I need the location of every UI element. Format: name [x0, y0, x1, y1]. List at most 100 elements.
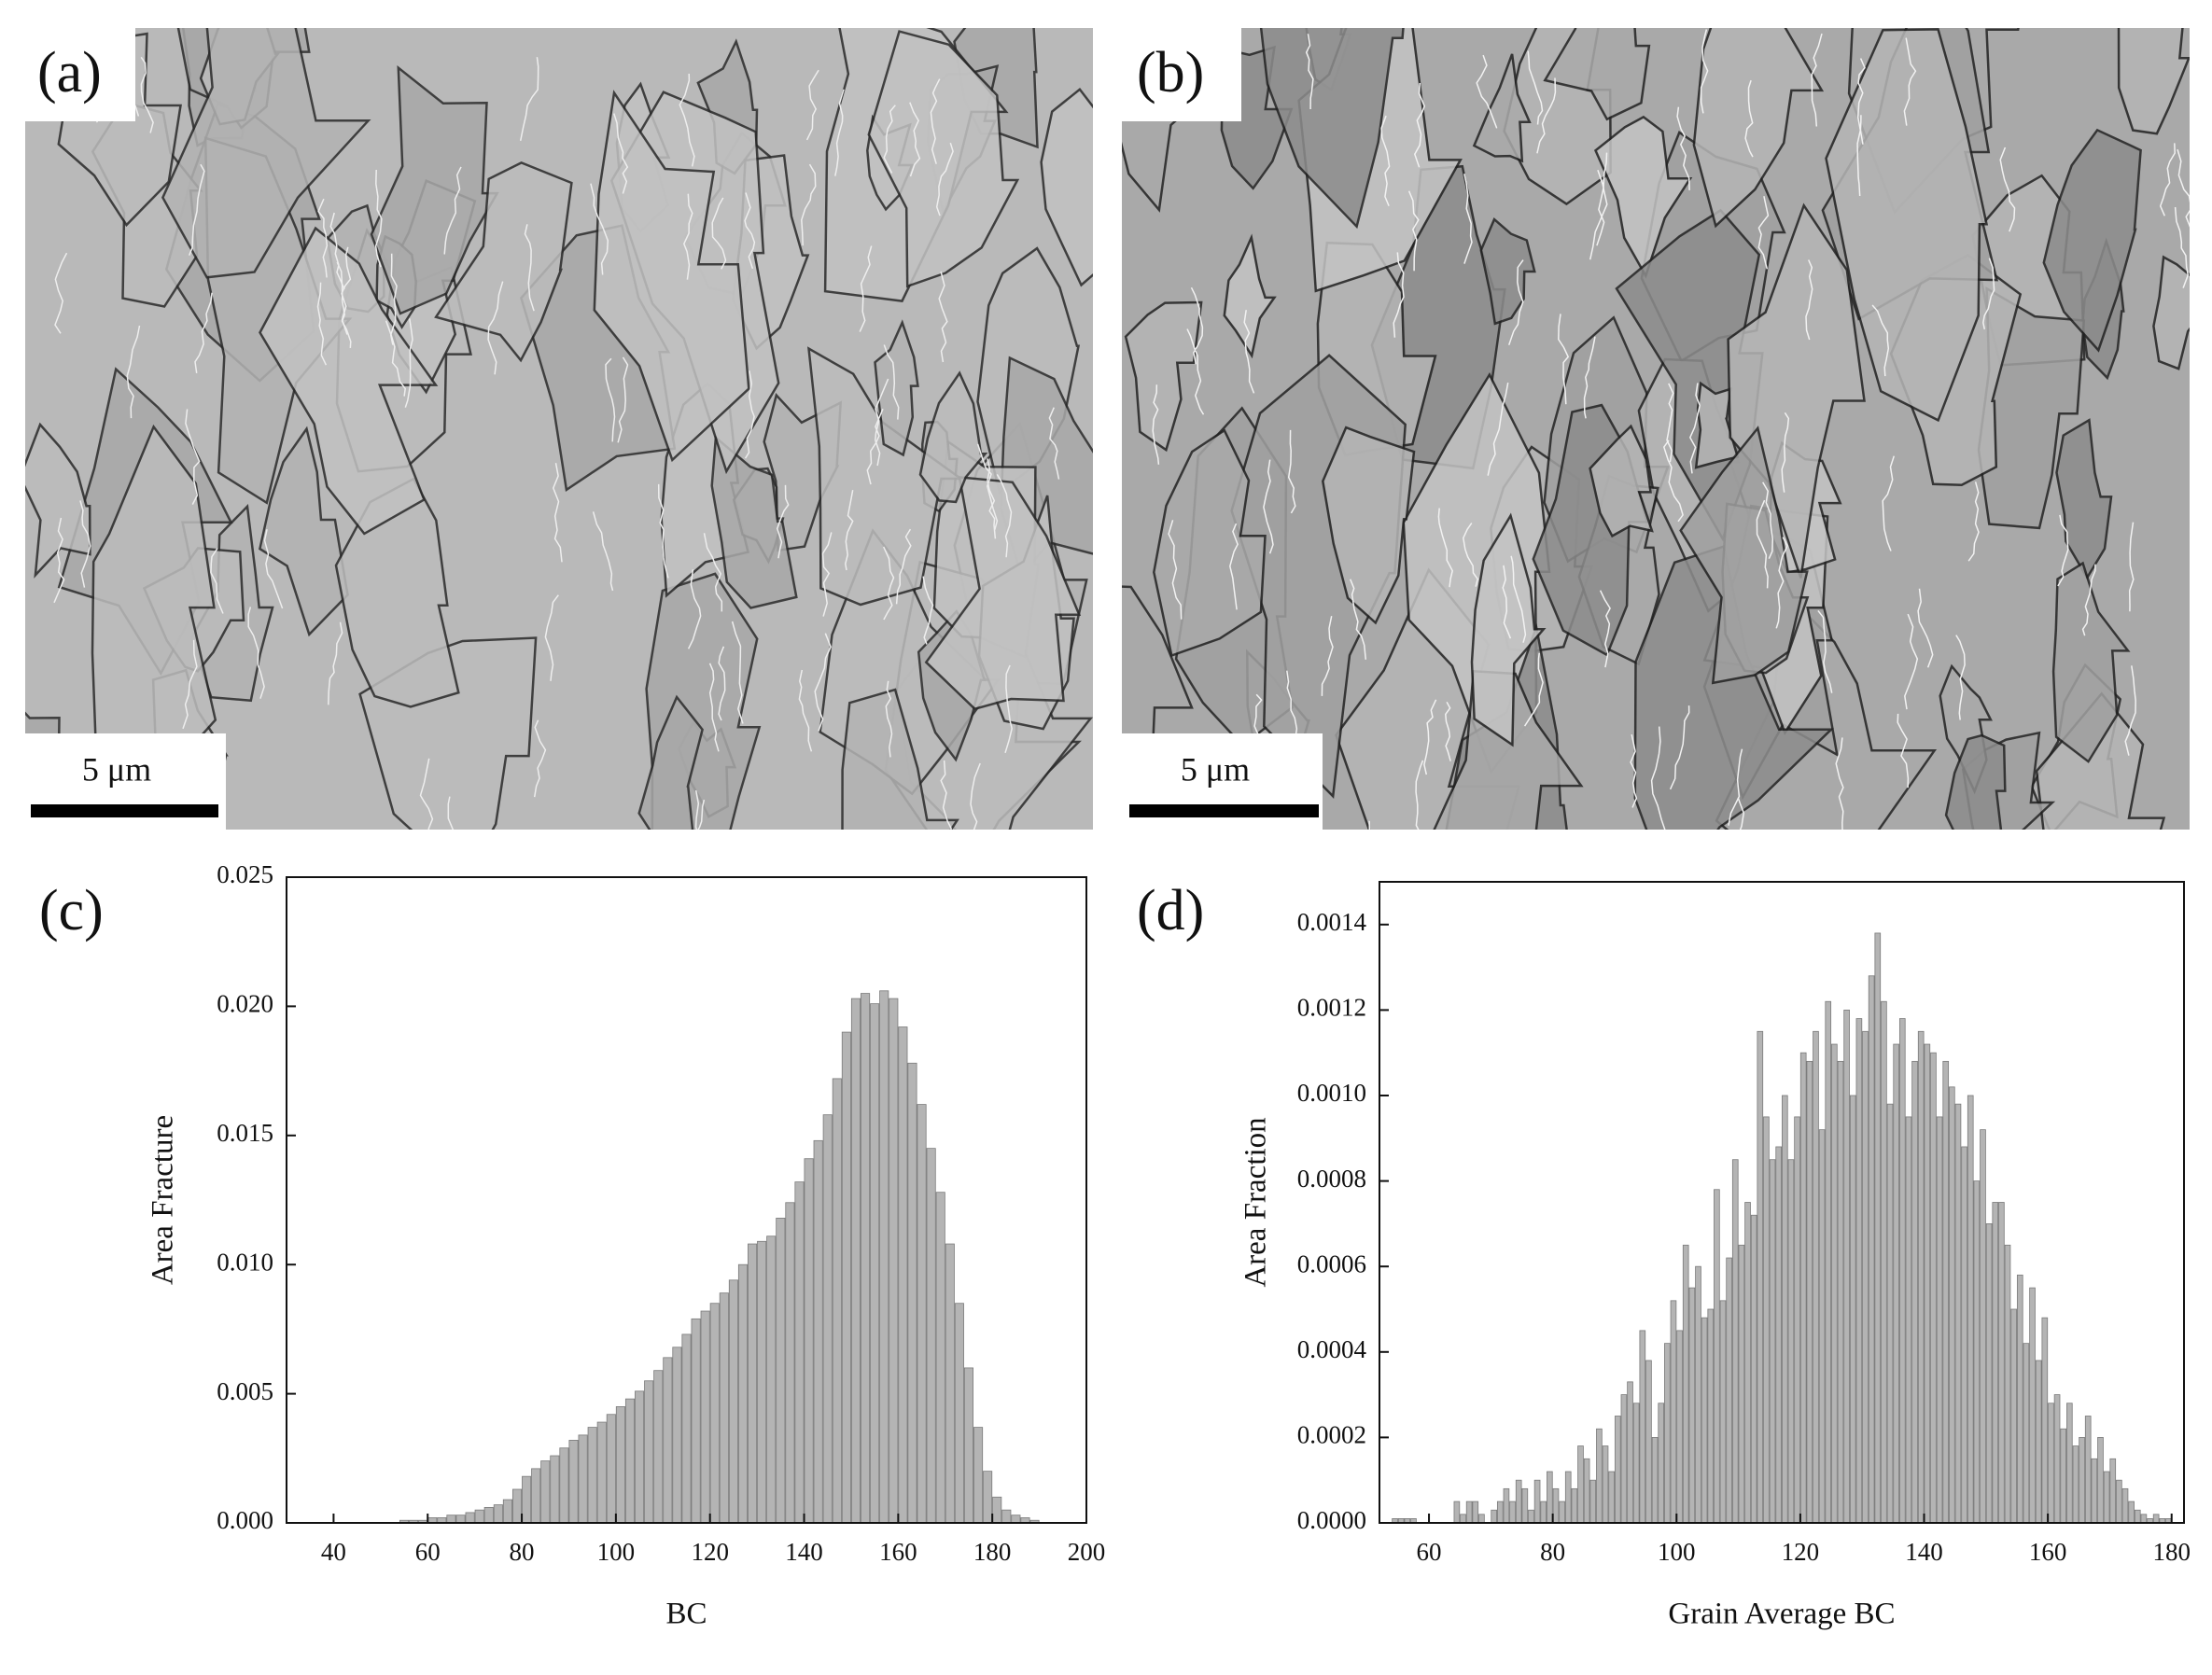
chart: (c) 40 60 80 100 120 140 160 180 200 0.000 0.005 0.0… [39, 860, 1105, 1630]
subgrain-boundary [1260, 829, 1263, 830]
subgrain-boundary [1243, 310, 1255, 394]
bar [1547, 1471, 1553, 1524]
bar [596, 1421, 607, 1524]
x-tick-label: 140 [1905, 1538, 1943, 1566]
subgrain-boundary [805, 69, 819, 141]
bar [926, 1148, 936, 1524]
subgrain-boundary [389, 253, 398, 345]
grain [2035, 691, 2166, 830]
bar [1719, 1300, 1727, 1524]
bar [1491, 1509, 1497, 1524]
subgrain-boundary [1229, 523, 1239, 610]
bar [1651, 1437, 1659, 1524]
x-tick-label: 140 [785, 1538, 823, 1566]
grain [1825, 28, 1989, 423]
bar [1831, 1043, 1838, 1524]
bar [2097, 1437, 2104, 1524]
bar [1757, 1030, 1764, 1524]
subgrain-boundary [694, 789, 700, 830]
subgrain-boundary [1666, 383, 1674, 463]
subgrain-boundary [682, 193, 693, 280]
x-axis-title: Grain Average BC [1668, 1598, 1895, 1631]
grain [2117, 28, 2190, 135]
x-tick-label: 160 [879, 1538, 917, 1566]
subgrain-boundary [613, 113, 629, 194]
subgrain-boundary [2174, 206, 2190, 288]
bar [709, 1303, 720, 1524]
subgrain-boundary [987, 458, 997, 539]
x-tick-label: 100 [597, 1538, 636, 1566]
bar [983, 1471, 993, 1524]
bar [2091, 1458, 2098, 1524]
bar [1763, 1116, 1770, 1524]
subgrain-boundary [821, 532, 833, 617]
grain [1633, 544, 1834, 830]
bar [907, 1062, 917, 1524]
bar [1540, 1501, 1547, 1524]
subgrain-boundary [1583, 336, 1596, 419]
bar [2053, 1394, 2061, 1524]
bar [1731, 1159, 1739, 1524]
bar [635, 1390, 645, 1524]
subgrain-boundary [798, 669, 813, 752]
bar [624, 1398, 636, 1524]
bar [804, 1158, 814, 1524]
y-tick-label: 0.0014 [1297, 908, 1367, 936]
bar [1714, 1189, 1720, 1524]
subgrain-boundary [1463, 174, 1473, 264]
bar [1509, 1501, 1516, 1524]
subgrain-boundary [930, 78, 941, 164]
bar [700, 1310, 710, 1524]
subgrain-boundary [1599, 590, 1611, 668]
subgrain-boundary [1423, 699, 1437, 775]
chart: (d) 60 80 100 120 140 160 180 0.0000 0.0002 0.0004… [1137, 879, 2191, 1630]
x-tick-label: 80 [1540, 1538, 1565, 1566]
bar [511, 1488, 523, 1524]
bar [1862, 1030, 1869, 1524]
bar [1738, 1244, 1745, 1524]
subgrain-boundary [1856, 58, 1866, 145]
bar [1954, 1103, 1962, 1524]
subgrain-boundary [385, 320, 406, 397]
bar [1868, 975, 1875, 1524]
bar [1521, 1487, 1529, 1524]
bar [719, 1292, 729, 1524]
subgrain-boundary [1650, 726, 1666, 830]
bar [1571, 1487, 1578, 1524]
bar [1688, 1287, 1696, 1524]
subgrain-boundary [938, 271, 948, 363]
bar [1620, 1394, 1628, 1524]
bar [898, 1026, 908, 1524]
subgrain-boundary [524, 224, 535, 312]
bar [992, 1496, 1002, 1524]
bar [1898, 1018, 1906, 1524]
bar [1980, 1129, 1986, 1524]
subgrain-boundary [1407, 190, 1420, 272]
bar [850, 998, 861, 1524]
subgrain-boundary [1507, 259, 1524, 345]
subgrain-boundary [1955, 635, 1966, 720]
subgrain-boundary [1762, 482, 1774, 560]
bar [2084, 1416, 2092, 1524]
label-box [25, 28, 135, 121]
subgrain-boundary [1744, 79, 1754, 158]
subgrain-boundary [140, 56, 154, 133]
bar [785, 1202, 795, 1524]
bar [2121, 1487, 2129, 1524]
y-tick-label: 0.005 [217, 1377, 273, 1405]
subgrain-boundary [1523, 652, 1544, 727]
grain [259, 226, 439, 536]
x-tick-label: 180 [2152, 1538, 2191, 1566]
subgrain-boundary [182, 639, 198, 730]
subgrain-boundary [533, 719, 547, 798]
bar [1905, 1116, 1912, 1524]
micrograph-b: (b) 5 μm [1122, 28, 2190, 830]
subgrain-boundary [1967, 482, 1980, 562]
subgrain-boundary [126, 325, 141, 419]
grain [637, 694, 704, 830]
subgrain-boundary [1413, 82, 1426, 168]
bar [963, 1367, 974, 1524]
subgrain-boundary [2177, 148, 2190, 228]
